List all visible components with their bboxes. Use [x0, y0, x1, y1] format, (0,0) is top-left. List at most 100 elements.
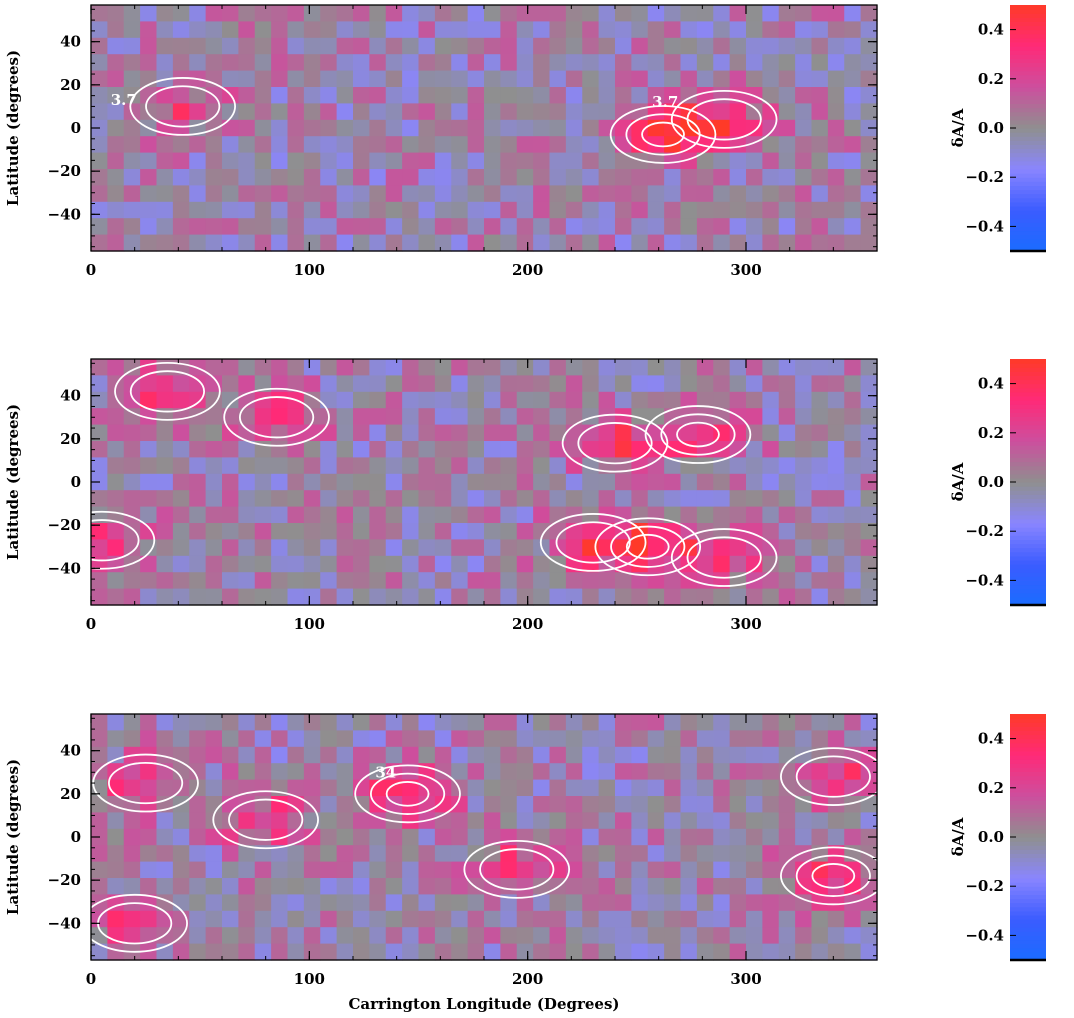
heatmap-cell: [762, 730, 780, 748]
heatmap-cell: [631, 21, 649, 39]
heatmap-cell: [303, 588, 321, 606]
heatmap-cell: [189, 5, 207, 22]
heatmap-cell: [860, 103, 878, 121]
heatmap-cell: [811, 457, 829, 475]
heatmap-cell: [385, 539, 403, 557]
colorbar-step: [1010, 62, 1046, 68]
heatmap-cell: [565, 375, 583, 393]
heatmap-cell: [402, 878, 420, 895]
heatmap-cell: [795, 201, 813, 219]
heatmap-cell: [778, 861, 796, 879]
heatmap-cell: [353, 910, 370, 928]
colorbar-step: [1010, 230, 1046, 236]
heatmap-cell: [565, 943, 583, 961]
colorbar-step: [1010, 882, 1046, 887]
heatmap-cell: [189, 441, 207, 458]
colorbar-step: [1010, 82, 1046, 88]
heatmap-cell: [762, 943, 780, 961]
heatmap-cell: [647, 730, 665, 748]
x-tick-label: 100: [294, 615, 325, 633]
colorbar-step: [1010, 54, 1046, 59]
heatmap-cell: [516, 730, 534, 748]
heatmap-cell: [844, 54, 862, 72]
heatmap-cell: [369, 169, 387, 186]
heatmap-cell: [729, 943, 747, 961]
contour-line: [641, 121, 685, 148]
heatmap-cell: [762, 845, 780, 863]
heatmap-cell: [647, 845, 665, 863]
heatmap-cell: [320, 490, 338, 508]
colorbar-step: [1010, 576, 1046, 581]
heatmap-cell: [762, 555, 780, 573]
heatmap-cell: [156, 185, 174, 203]
heatmap-cell: [713, 878, 731, 895]
heatmap-cell: [647, 87, 665, 104]
heatmap-cell: [369, 714, 387, 731]
heatmap-cell: [860, 70, 878, 88]
heatmap-cell: [565, 103, 583, 121]
heatmap-cell: [385, 828, 403, 846]
heatmap-cell: [254, 5, 272, 22]
heatmap-cell: [336, 441, 354, 458]
heatmap-cell: [140, 218, 158, 236]
heatmap-cell: [795, 169, 813, 186]
heatmap-cell: [140, 779, 158, 797]
heatmap-cell: [631, 391, 649, 409]
heatmap-cell: [827, 201, 845, 219]
heatmap-cell: [860, 185, 878, 203]
heatmap-cell: [516, 152, 534, 170]
heatmap-cell: [369, 910, 387, 928]
heatmap-cell: [156, 169, 174, 186]
colorbar-step: [1010, 506, 1046, 512]
heatmap-cell: [222, 779, 239, 797]
heatmap-cell: [156, 473, 174, 491]
heatmap-cell: [516, 375, 534, 393]
heatmap-cell: [222, 555, 239, 573]
heatmap-cell: [172, 943, 190, 961]
colorbar-step: [1010, 596, 1046, 602]
heatmap-cell: [189, 136, 207, 154]
heatmap-cell: [287, 119, 305, 137]
heatmap-cell: [451, 441, 469, 458]
heatmap-cell: [598, 572, 616, 590]
colorbar-step: [1010, 910, 1046, 916]
heatmap-cell: [762, 441, 780, 458]
heatmap-cell: [746, 845, 763, 863]
heatmap-cell: [746, 5, 763, 22]
heatmap-cell: [369, 408, 387, 426]
heatmap-cell: [320, 70, 338, 88]
heatmap-cell: [762, 169, 780, 186]
heatmap-cell: [696, 943, 714, 961]
heatmap-cell: [516, 218, 534, 236]
heatmap-cell: [664, 21, 682, 39]
heatmap-cell: [467, 70, 485, 88]
heatmap-cell: [140, 539, 158, 557]
heatmap-cell: [582, 103, 600, 121]
colorbar-step: [1010, 486, 1046, 491]
heatmap-cell: [205, 943, 223, 961]
heatmap-cell: [123, 21, 141, 39]
heatmap-cell: [827, 424, 845, 442]
colorbar-step: [1010, 820, 1046, 826]
heatmap-cell: [598, 424, 616, 442]
heatmap-cell: [615, 910, 632, 928]
heatmap-cell: [484, 201, 501, 219]
heatmap-cell: [402, 572, 420, 590]
heatmap-cell: [287, 730, 305, 748]
heatmap-cell: [140, 473, 158, 491]
heatmap-cell: [811, 555, 829, 573]
colorbar-step: [1010, 25, 1046, 31]
heatmap-cell: [189, 812, 207, 830]
heatmap-cell: [729, 506, 747, 524]
heatmap-cell: [844, 572, 862, 590]
heatmap-cell: [434, 490, 452, 508]
heatmap-cell: [156, 828, 174, 846]
colorbar-step: [1010, 400, 1046, 405]
heatmap-cell: [238, 878, 256, 895]
heatmap-cell: [156, 555, 174, 573]
colorbar-step: [1010, 543, 1046, 549]
heatmap-cell: [729, 588, 747, 606]
heatmap-cell: [451, 103, 469, 121]
heatmap-cell: [451, 763, 469, 781]
heatmap-cell: [271, 21, 289, 39]
